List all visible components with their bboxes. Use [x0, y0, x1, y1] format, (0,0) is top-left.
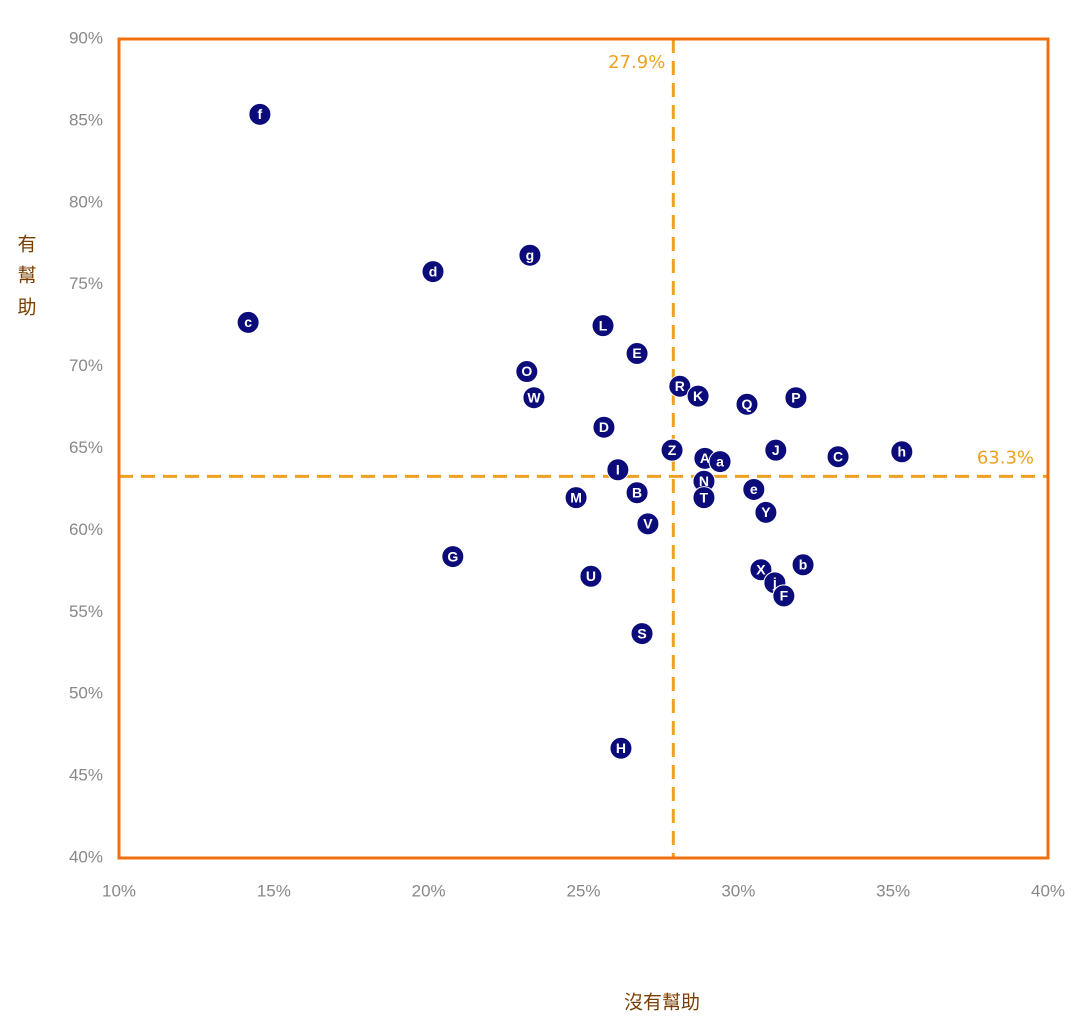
point — [248, 102, 272, 126]
point — [421, 260, 445, 284]
point-label: N — [699, 473, 709, 489]
point — [660, 438, 684, 462]
point — [791, 553, 815, 577]
point — [735, 392, 759, 416]
point-label: A — [700, 450, 710, 466]
point-label: b — [799, 557, 808, 573]
x-tick-label: 30% — [721, 881, 755, 900]
y-tick-label: 80% — [69, 192, 103, 211]
point — [826, 445, 850, 469]
point — [441, 545, 465, 569]
y-tick-label: 50% — [69, 684, 103, 703]
y-tick-label: 55% — [69, 602, 103, 621]
point-label: g — [526, 247, 535, 263]
point — [591, 314, 615, 338]
point-label: L — [599, 317, 608, 333]
point — [692, 486, 716, 510]
point — [686, 384, 710, 408]
plot-frame — [117, 37, 1050, 860]
y-tick-label: 70% — [69, 356, 103, 375]
point-label: Z — [668, 442, 677, 458]
point — [636, 512, 660, 536]
point — [522, 386, 546, 410]
y-axis-title: 助 — [17, 297, 36, 319]
y-tick-label: 90% — [69, 28, 103, 47]
point — [515, 360, 539, 384]
point — [564, 486, 588, 510]
point — [784, 386, 808, 410]
point — [609, 736, 633, 760]
point — [764, 438, 788, 462]
point-label: G — [447, 548, 458, 564]
point-label: R — [675, 378, 685, 394]
point-label: B — [632, 484, 642, 500]
point-label: e — [750, 481, 758, 497]
x-tick-label: 15% — [257, 881, 291, 900]
point-label: T — [700, 489, 709, 505]
y-tick-label: 40% — [69, 847, 103, 866]
point — [625, 341, 649, 365]
point-label: C — [833, 448, 843, 464]
point-label: J — [772, 442, 780, 458]
point — [625, 481, 649, 505]
point-label: K — [693, 388, 703, 404]
reference-label: 27.9% — [608, 52, 665, 73]
point-label: U — [586, 568, 596, 584]
point — [592, 415, 616, 439]
point-label: W — [527, 389, 541, 405]
x-tick-label: 40% — [1031, 881, 1065, 900]
point-label: d — [429, 263, 438, 279]
point — [630, 622, 654, 646]
point-label: P — [791, 389, 800, 405]
y-axis-title: 有 — [17, 234, 36, 256]
point — [754, 500, 778, 524]
point-label: j — [772, 575, 777, 591]
point — [668, 374, 692, 398]
point-label: Y — [761, 504, 771, 520]
point-label: O — [521, 363, 532, 379]
x-tick-label: 25% — [566, 881, 600, 900]
point-label: a — [716, 453, 724, 469]
point-label: V — [643, 516, 653, 532]
point — [606, 458, 630, 482]
point-label: h — [898, 443, 907, 459]
x-tick-label: 35% — [876, 881, 910, 900]
x-axis-title: 沒有幫助 — [624, 992, 700, 1014]
y-tick-label: 60% — [69, 520, 103, 539]
point — [742, 477, 766, 501]
point-label: I — [616, 461, 620, 477]
point — [772, 584, 796, 608]
x-tick-label: 20% — [412, 881, 446, 900]
y-tick-label: 65% — [69, 438, 103, 457]
point-label: D — [599, 419, 609, 435]
reference-label: 63.3% — [977, 447, 1034, 468]
point-label: H — [616, 740, 626, 756]
y-tick-label: 85% — [69, 110, 103, 129]
point — [518, 243, 542, 267]
point-label: f — [258, 106, 263, 122]
y-tick-label: 75% — [69, 274, 103, 293]
point-label: E — [632, 345, 641, 361]
y-axis-title: 幫 — [17, 265, 36, 287]
point-label: c — [244, 314, 252, 330]
point-label: X — [756, 561, 766, 577]
x-tick-label: 10% — [102, 881, 136, 900]
point — [236, 310, 260, 334]
point-label: F — [780, 588, 789, 604]
point-label: M — [570, 489, 582, 505]
point-label: S — [637, 625, 646, 641]
point-label: Q — [742, 396, 753, 412]
y-tick-label: 45% — [69, 766, 103, 785]
point — [708, 450, 732, 474]
point — [579, 564, 603, 588]
point — [890, 440, 914, 464]
